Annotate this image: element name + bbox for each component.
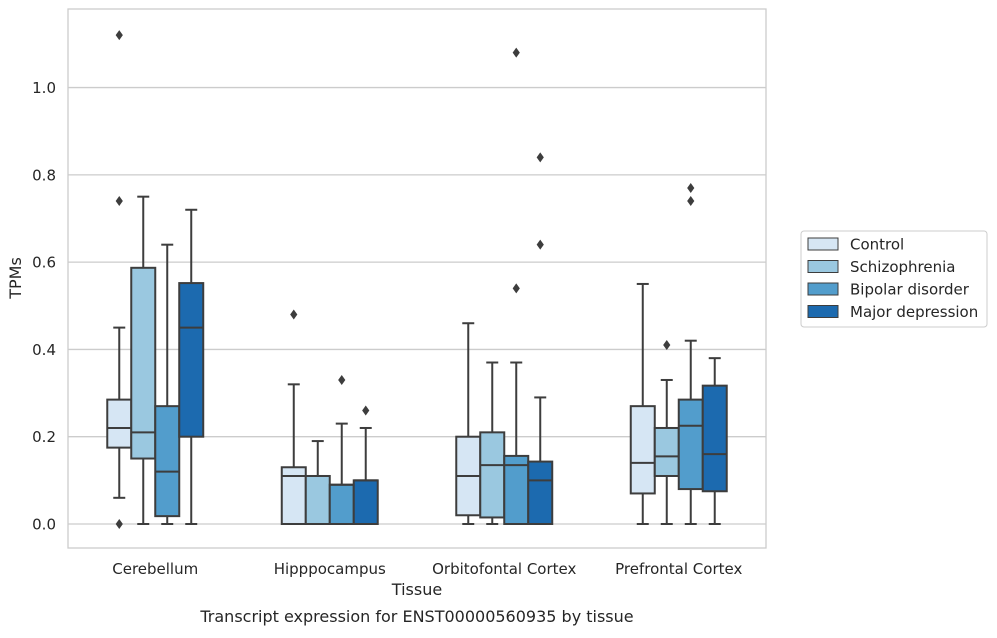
y-axis-label: TPMs [6, 257, 25, 300]
outlier-marker [338, 374, 346, 385]
box [154, 405, 181, 518]
box-group [352, 405, 379, 525]
box [328, 483, 355, 525]
legend-label: Schizophrenia [850, 258, 955, 276]
x-tick-label: Orbitofontal Cortex [432, 560, 576, 578]
box-group [479, 361, 506, 525]
box [653, 426, 680, 477]
outlier-marker [115, 30, 123, 41]
box [677, 398, 704, 491]
legend-label: Bipolar disorder [850, 281, 970, 299]
legend-swatch [807, 282, 839, 296]
y-tick-labels: 0.0 0.2 0.4 0.6 0.8 1.0 [32, 79, 56, 533]
outlier-marker [536, 152, 544, 163]
legend-swatch [807, 305, 839, 318]
box-group [130, 195, 157, 525]
x-axis-label: Tissue [391, 580, 442, 599]
outlier-marker [687, 182, 695, 193]
y-tick-label: 0.2 [32, 428, 56, 446]
legend-label: Major depression [850, 303, 978, 321]
plot-frame [67, 8, 767, 549]
legend: Control Schizophrenia Bipolar disorder Majo… [800, 230, 988, 328]
y-tick-label: 0.0 [32, 515, 56, 533]
box-group [154, 243, 181, 525]
outlier-marker [512, 47, 520, 58]
box-group [527, 152, 554, 525]
outlier-marker [115, 518, 123, 529]
box [304, 474, 331, 525]
outlier-marker [362, 405, 370, 416]
y-tick-label: 0.8 [32, 166, 56, 184]
outlier-marker [536, 239, 544, 250]
x-tick-label: Cerebellum [112, 560, 198, 578]
outlier-marker [115, 196, 123, 207]
outlier-marker [663, 340, 671, 351]
box-group [503, 47, 530, 525]
box-group [280, 309, 307, 525]
box [701, 384, 728, 493]
box [479, 431, 506, 519]
chart-title: Transcript expression for ENST0000056093… [199, 607, 633, 626]
y-tick-label: 0.6 [32, 254, 56, 272]
box [352, 479, 379, 525]
x-tick-label: Prefrontal Cortex [615, 560, 742, 578]
box [178, 282, 205, 438]
legend-frame [800, 230, 988, 328]
box [106, 398, 133, 449]
legend-swatch [807, 260, 839, 273]
box [629, 405, 656, 495]
box [130, 266, 157, 460]
box [503, 454, 530, 525]
outlier-marker [290, 309, 298, 320]
outlier-marker [512, 283, 520, 294]
box [527, 460, 554, 525]
box-group [304, 440, 331, 525]
box-group [178, 208, 205, 525]
legend-label: Control [850, 236, 904, 254]
legend-swatch [807, 237, 839, 251]
legend-items: Control Schizophrenia Bipolar disorder Majo… [807, 236, 978, 321]
box-group [701, 357, 728, 525]
box-group [106, 30, 133, 529]
y-tick-label: 0.4 [32, 341, 56, 359]
x-tick-labels: Cerebellum Hipppocampus Orbitofontal Corte… [112, 560, 742, 578]
box-group [455, 322, 482, 525]
outlier-marker [687, 196, 695, 207]
box-layer [106, 30, 728, 529]
x-tick-label: Hipppocampus [274, 560, 386, 578]
box-group [629, 282, 656, 525]
y-tick-label: 1.0 [32, 79, 56, 97]
